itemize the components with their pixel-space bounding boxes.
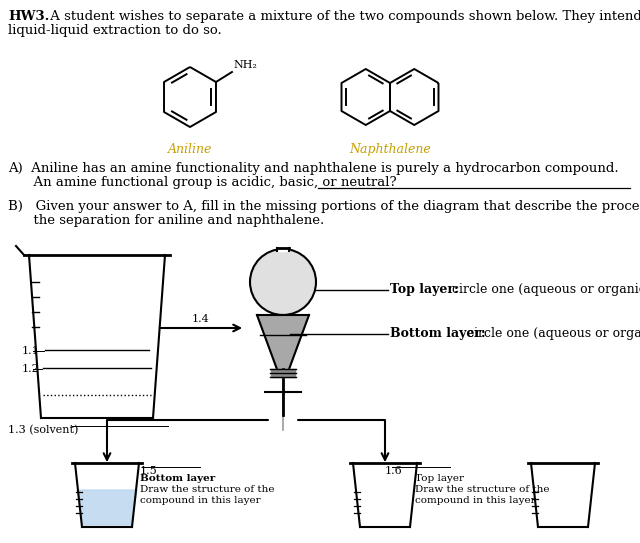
- Circle shape: [250, 249, 316, 315]
- Polygon shape: [77, 490, 137, 525]
- Polygon shape: [271, 369, 295, 377]
- Text: Draw the structure of the: Draw the structure of the: [140, 485, 275, 494]
- Text: Aniline: Aniline: [168, 143, 212, 156]
- Text: NH₂: NH₂: [233, 60, 257, 70]
- Text: Bottom layer:: Bottom layer:: [390, 327, 486, 340]
- Text: B)   Given your answer to A, fill in the missing portions of the diagram that de: B) Given your answer to A, fill in the m…: [8, 200, 640, 213]
- Text: compound in this layer: compound in this layer: [140, 496, 260, 505]
- Text: 1.6: 1.6: [385, 466, 403, 476]
- Text: 1.4: 1.4: [192, 314, 210, 324]
- Polygon shape: [277, 248, 289, 251]
- Text: A student wishes to separate a mixture of the two compounds shown below. They in: A student wishes to separate a mixture o…: [46, 10, 640, 23]
- Text: Bottom layer: Bottom layer: [140, 474, 215, 483]
- Text: the separation for aniline and naphthalene.: the separation for aniline and naphthale…: [8, 214, 324, 227]
- Text: An amine functional group is acidic, basic, or neutral?: An amine functional group is acidic, bas…: [8, 176, 397, 189]
- Text: Top layer:: Top layer:: [390, 283, 459, 296]
- Text: liquid-liquid extraction to do so.: liquid-liquid extraction to do so.: [8, 24, 221, 37]
- Text: Draw the structure of the: Draw the structure of the: [415, 485, 550, 494]
- Text: 1.1: 1.1: [22, 346, 40, 356]
- Polygon shape: [257, 315, 309, 372]
- Text: 1.2: 1.2: [22, 364, 40, 374]
- Text: circle one (aqueous or organic?): circle one (aqueous or organic?): [463, 327, 640, 340]
- Text: 1.3 (solvent): 1.3 (solvent): [8, 425, 78, 435]
- Text: Naphthalene: Naphthalene: [349, 143, 431, 156]
- Text: Top layer: Top layer: [415, 474, 464, 483]
- Text: circle one (aqueous or organic?): circle one (aqueous or organic?): [448, 283, 640, 296]
- Text: HW3.: HW3.: [8, 10, 49, 23]
- Text: compound in this layer: compound in this layer: [415, 496, 536, 505]
- Text: 1.5: 1.5: [140, 466, 157, 476]
- Text: A)  Aniline has an amine functionality and naphthalene is purely a hydrocarbon c: A) Aniline has an amine functionality an…: [8, 162, 619, 175]
